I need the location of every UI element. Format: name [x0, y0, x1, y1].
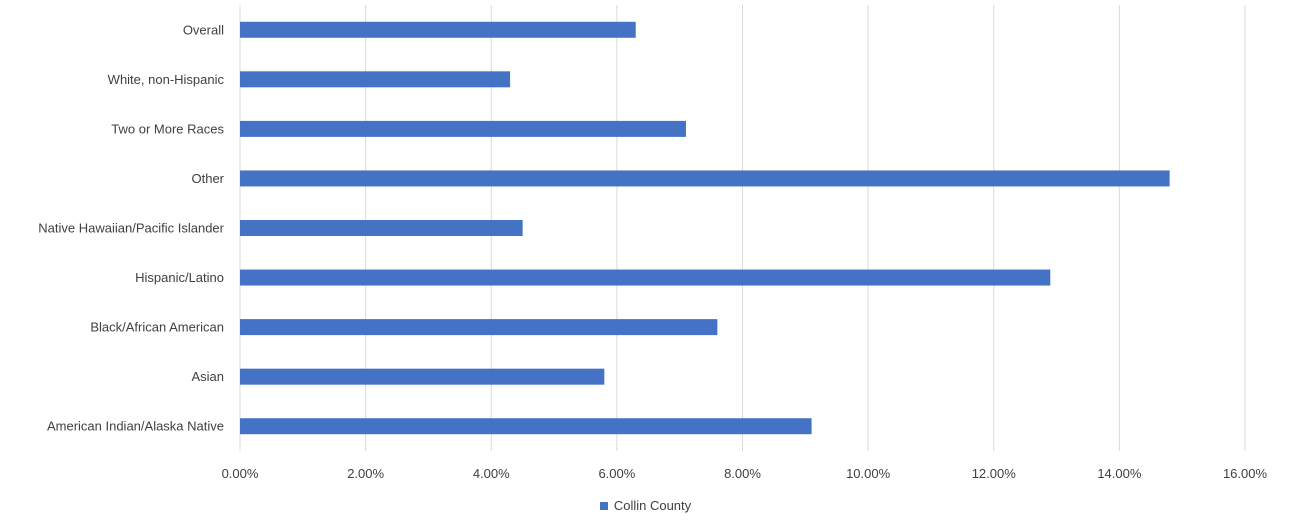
bar	[240, 368, 605, 385]
category-label: White, non-Hispanic	[108, 72, 225, 87]
category-label: Overall	[183, 22, 224, 37]
bar	[240, 21, 636, 38]
category-labels: Overall White, non-Hispanic Two or More Ra…	[38, 22, 224, 433]
category-label: American Indian/Alaska Native	[47, 419, 224, 434]
bar	[240, 71, 511, 88]
legend-label: Collin County	[613, 498, 692, 513]
bar	[240, 269, 1051, 286]
x-tick-label: 0.00%	[222, 466, 259, 481]
x-tick-label: 2.00%	[347, 466, 384, 481]
x-tick-label: 10.00%	[846, 466, 891, 481]
category-label: Asian	[191, 369, 224, 384]
bar	[240, 120, 686, 137]
bar	[240, 220, 523, 236]
bar	[240, 319, 718, 336]
x-tick-label: 8.00%	[724, 466, 761, 481]
x-tick-label: 14.00%	[1097, 466, 1142, 481]
category-label: Black/African American	[90, 320, 224, 335]
legend: Collin County	[0, 498, 1291, 513]
category-label: Native Hawaiian/Pacific Islander	[38, 221, 224, 236]
bar	[240, 170, 1170, 187]
legend-swatch	[599, 501, 608, 510]
bars	[240, 21, 1170, 435]
x-tick-label: 16.00%	[1223, 466, 1268, 481]
category-label: Two or More Races	[111, 121, 224, 136]
category-label: Hispanic/Latino	[135, 270, 224, 285]
bar	[240, 418, 812, 435]
category-label: Other	[191, 171, 224, 186]
x-tick-label: 12.00%	[972, 466, 1017, 481]
x-tick-label: 4.00%	[473, 466, 510, 481]
x-axis-tick-labels: 0.00% 2.00% 4.00% 6.00% 8.00% 10.00% 12.00% 14.…	[222, 466, 1268, 481]
x-tick-label: 6.00%	[598, 466, 635, 481]
